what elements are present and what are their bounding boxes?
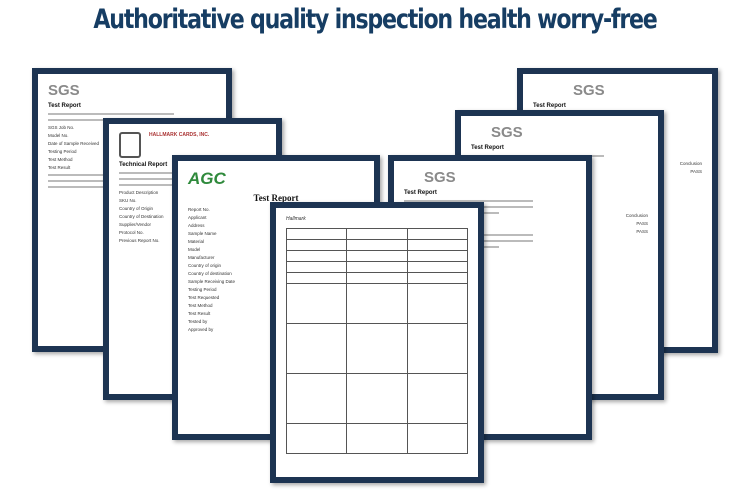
field-label: Test Method [188, 303, 213, 308]
field-label: Applicant [188, 215, 207, 220]
field-label: SGS Job No. [48, 125, 75, 130]
field-label: Sample Name [188, 231, 217, 236]
field-label: Country of destination [188, 271, 232, 276]
report-heading: Test Report [404, 190, 437, 196]
field-label: Date of Sample Received [48, 141, 100, 146]
test-results-table [285, 228, 469, 454]
field-label: Testing Period [48, 149, 77, 154]
field-label: Tested by [188, 319, 208, 324]
conclusion-label: Conclusion [625, 213, 648, 218]
field-label: Test Method [48, 157, 73, 162]
bureau-veritas-logo [119, 132, 141, 158]
hallmark-logo: HALLMARK CARDS, INC. [149, 132, 210, 138]
field-label: Sample Receiving Date [188, 279, 236, 284]
field-label: Product Description [119, 190, 159, 195]
result-pass: PASS [636, 229, 648, 234]
field-label: Model [188, 247, 201, 252]
field-label: Test Requested [188, 295, 220, 300]
field-label: Supplier/Vendor [119, 222, 152, 227]
field-label: Test Result [48, 165, 71, 170]
sgs-logo: SGS [573, 82, 605, 99]
field-label: Previous Report No. [119, 238, 160, 243]
field-label: Material [188, 239, 205, 244]
sgs-logo: SGS [491, 124, 523, 141]
sgs-logo: SGS [424, 169, 456, 186]
report-heading: Test Report [533, 103, 566, 109]
result-pass: PASS [690, 169, 702, 174]
sgs-logo: SGS [48, 82, 80, 99]
hallmark-test-table-report: Hallmark [270, 202, 484, 483]
field-label: Testing Period [188, 287, 217, 292]
field-label: Country of Origin [119, 206, 154, 211]
result-pass: PASS [636, 221, 648, 226]
report-heading: Test Report [471, 145, 504, 151]
field-label: SKU No. [119, 198, 137, 203]
field-label: Protocol No. [119, 230, 144, 235]
hallmark-logo: Hallmark [286, 216, 306, 222]
report-heading: Test Report [253, 193, 299, 203]
report-heading: Technical Report [119, 162, 168, 168]
field-label: Model No. [48, 133, 69, 138]
agc-logo: AGC [188, 169, 226, 188]
field-label: Country of Destination [119, 214, 164, 219]
report-heading: Test Report [48, 103, 81, 109]
conclusion-label: Conclusion [679, 161, 702, 166]
field-label: Country of origin [188, 263, 222, 268]
field-label: Test Result [188, 311, 211, 316]
page-title: Authoritative quality inspection health … [93, 4, 657, 35]
field-label: Manufacturer [188, 255, 215, 260]
field-label: Approved by [188, 327, 214, 332]
field-label: Address [188, 223, 205, 228]
field-label: Report No. [188, 207, 210, 212]
